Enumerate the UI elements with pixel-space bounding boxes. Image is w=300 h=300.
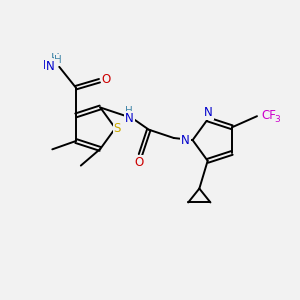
Text: N: N: [204, 106, 213, 119]
Text: O: O: [102, 73, 111, 86]
Text: N: N: [43, 59, 52, 72]
Text: N: N: [181, 134, 190, 147]
Text: N: N: [125, 112, 134, 125]
Text: N: N: [46, 60, 55, 73]
Text: H: H: [125, 106, 133, 116]
Text: O: O: [134, 156, 143, 169]
Text: H: H: [51, 52, 60, 65]
Text: H: H: [54, 55, 62, 65]
Text: 3: 3: [274, 115, 280, 124]
Text: CF: CF: [261, 109, 276, 122]
Text: S: S: [114, 122, 121, 135]
